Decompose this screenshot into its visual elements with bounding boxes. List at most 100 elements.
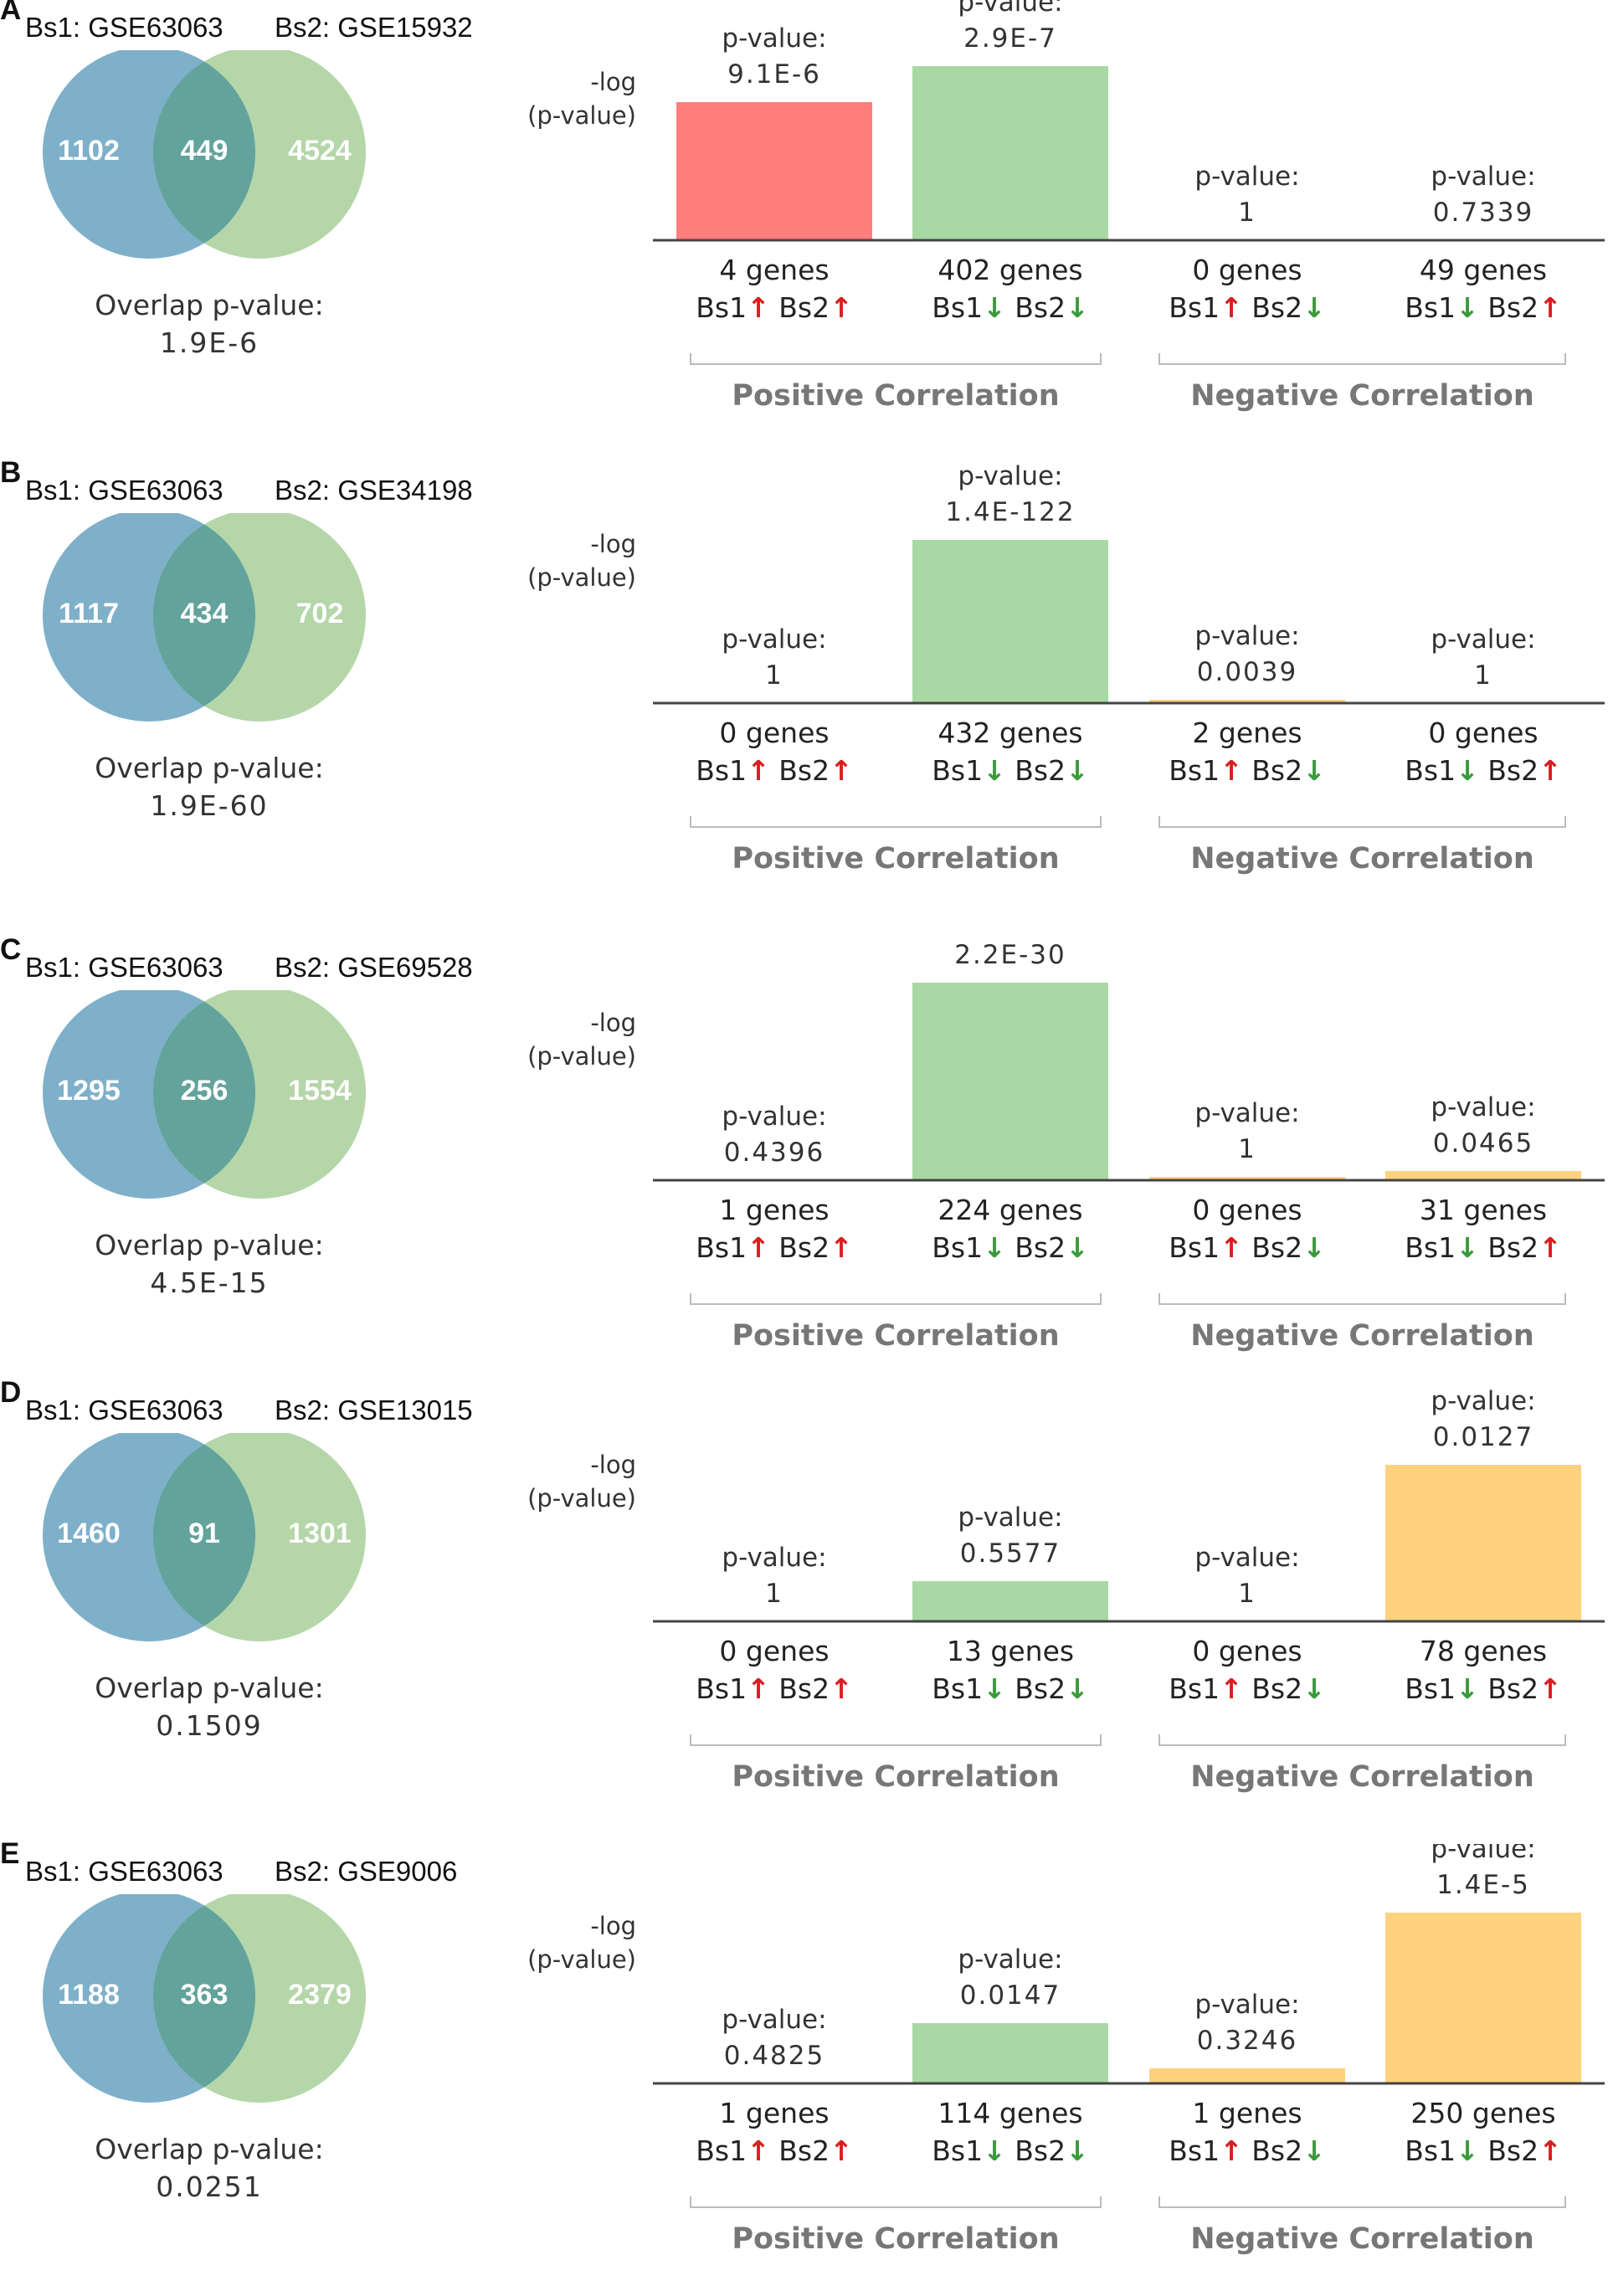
positive-correlation-bracket [690, 353, 1102, 365]
overlap-pvalue-value: 4.5E-15 [150, 1266, 269, 1299]
pvalue-value: 1 [1474, 660, 1492, 691]
venn-overlap-count: 434 [181, 598, 229, 629]
bs1-dataset-label: Bs1: GSE63063 [25, 952, 223, 983]
venn-left-count: 1295 [57, 1075, 121, 1107]
venn-right-count: 1554 [288, 1075, 352, 1107]
direction-label: Bs1↓ Bs2↑ [1405, 754, 1561, 787]
pvalue-label: p-value: [1431, 1386, 1535, 1416]
venn-left-count: 1188 [58, 1979, 120, 2011]
venn-overlap-count: 363 [181, 1979, 229, 2011]
gene-count: 432 genes [938, 717, 1082, 749]
venn-overlap-count: 449 [181, 135, 229, 167]
negative-correlation-label: Negative Correlation [1190, 379, 1534, 413]
pvalue-value: 0.4396 [724, 1138, 825, 1168]
overlap-pvalue-value: 1.9E-6 [159, 326, 259, 359]
overlap-pvalue-label: Overlap p-value: [95, 1672, 324, 1704]
pvalue-value: 1.4E-122 [945, 497, 1075, 527]
bs2-dataset-label: Bs2: GSE13015 [275, 1395, 473, 1425]
bar-chart: p-value: 9.1E-6 4 genes Bs1↑ Bs2↑ p-value: 2.… [653, 0, 1605, 413]
pvalue-label: p-value: [958, 1944, 1062, 1975]
pvalue-label: p-value: [722, 23, 826, 54]
pvalue-value: 0.0465 [1433, 1128, 1534, 1158]
overlap-pvalue-value: 0.1509 [156, 1709, 263, 1742]
venn-right-count: 2379 [288, 1979, 352, 2011]
venn-diagram: 1188 363 2379 [43, 1894, 366, 2103]
gene-count: 250 genes [1410, 2097, 1555, 2129]
venn-right-count: 702 [296, 598, 344, 629]
pvalue-value: 0.7339 [1433, 198, 1534, 228]
negative-correlation-bracket [1158, 1734, 1566, 1746]
venn-overlap-count: 91 [188, 1518, 220, 1549]
pvalue-label: p-value: [1194, 1098, 1299, 1128]
panel-letter: C [0, 933, 22, 966]
bar-chart: p-value: 0.4825 1 genes Bs1↑ Bs2↑ p-value: 0.… [653, 1844, 1605, 2256]
direction-label: Bs1↑ Bs2↓ [1169, 754, 1325, 787]
bar-chart: p-value: 0.4396 1 genes Bs1↑ Bs2↑ p-value: 2.… [653, 940, 1605, 1353]
pvalue-value: 0.5577 [960, 1538, 1061, 1569]
direction-label: Bs1↑ Bs2↑ [696, 1672, 852, 1705]
overlap-pvalue-value: 0.0251 [156, 2170, 263, 2203]
bar [1149, 1177, 1345, 1180]
gene-count: 4 genes [719, 254, 829, 286]
bs1-dataset-label: Bs1: GSE63063 [25, 12, 223, 43]
negative-correlation-bracket [1158, 353, 1566, 365]
gene-count: 0 genes [719, 1635, 829, 1667]
direction-label: Bs1↑ Bs2↑ [696, 291, 852, 324]
positive-correlation-bracket [690, 1293, 1102, 1305]
bs1-dataset-label: Bs1: GSE63063 [25, 475, 223, 506]
gene-count: 13 genes [947, 1635, 1074, 1667]
y-axis-label: -log (p-value) [527, 1451, 636, 1513]
y-axis-label: -log (p-value) [527, 68, 636, 130]
bar [1385, 1913, 1581, 2083]
gene-count: 114 genes [938, 2097, 1082, 2129]
negative-correlation-bracket [1158, 2196, 1566, 2208]
gene-count: 0 genes [1192, 1194, 1302, 1226]
bar [912, 1581, 1108, 1621]
y-axis-label: -log (p-value) [527, 530, 636, 592]
pvalue-label: p-value: [1194, 1543, 1299, 1573]
venn-left-count: 1102 [58, 135, 120, 167]
direction-label: Bs1↑ Bs2↑ [696, 1231, 852, 1264]
bar [912, 2023, 1108, 2083]
panel-letter: D [0, 1376, 22, 1409]
direction-label: Bs1↓ Bs2↓ [932, 1231, 1088, 1264]
panel-e: E Bs1: GSE63063 Bs2: GSE9006 1188 363 2379 Ove… [0, 1837, 1608, 2296]
pvalue-label: p-value: [722, 1102, 826, 1132]
negative-correlation-label: Negative Correlation [1190, 1319, 1534, 1353]
gene-count: 0 genes [719, 717, 829, 749]
pvalue-value: 2.9E-7 [963, 23, 1057, 54]
venn-right-count: 1301 [288, 1518, 352, 1549]
venn-diagram: 1295 256 1554 [43, 990, 366, 1199]
gene-count: 78 genes [1420, 1635, 1547, 1667]
pvalue-value: 1 [765, 660, 783, 691]
positive-correlation-label: Positive Correlation [732, 2222, 1059, 2256]
direction-label: Bs1↓ Bs2↓ [932, 1672, 1088, 1705]
direction-label: Bs1↓ Bs2↑ [1405, 291, 1561, 324]
direction-label: Bs1↑ Bs2↓ [1169, 291, 1325, 324]
pvalue-value: 2.2E-30 [954, 940, 1066, 970]
panel-d: D Bs1: GSE63063 Bs2: GSE13015 1460 91 1301 Ove… [0, 1376, 1608, 1835]
panel-a: A Bs1: GSE63063 Bs2: GSE15932 1102 449 4524 Ov… [0, 0, 1608, 452]
direction-label: Bs1↓ Bs2↓ [932, 291, 1088, 324]
overlap-pvalue-value: 1.9E-60 [150, 789, 269, 822]
gene-count: 49 genes [1420, 254, 1547, 286]
pvalue-label: p-value: [1431, 1844, 1535, 1864]
gene-count: 31 genes [1420, 1194, 1547, 1226]
negative-correlation-label: Negative Correlation [1190, 842, 1534, 876]
positive-correlation-label: Positive Correlation [732, 379, 1059, 413]
pvalue-label: p-value: [1431, 624, 1535, 655]
y-axis-label: -log (p-value) [527, 1009, 636, 1071]
bar [676, 102, 872, 240]
gene-count: 1 genes [719, 1194, 829, 1226]
venn-overlap-count: 256 [181, 1075, 229, 1107]
pvalue-label: p-value: [722, 1543, 826, 1573]
positive-correlation-label: Positive Correlation [732, 842, 1059, 876]
venn-overlap-region [153, 1433, 255, 1641]
overlap-pvalue-label: Overlap p-value: [95, 289, 324, 321]
direction-label: Bs1↑ Bs2↑ [696, 2134, 852, 2167]
panel-letter: A [0, 0, 22, 26]
venn-right-count: 4524 [288, 135, 352, 167]
bs2-dataset-label: Bs2: GSE69528 [275, 952, 473, 983]
venn-overlap-region [153, 1894, 255, 2103]
overlap-pvalue-label: Overlap p-value: [95, 1229, 324, 1261]
